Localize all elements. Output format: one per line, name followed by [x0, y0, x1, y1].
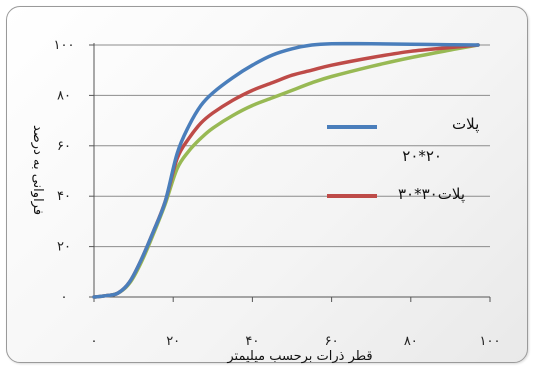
x-tick-label-1: ۲۰ — [166, 334, 180, 349]
x-tick-label-0: ۰ — [91, 334, 98, 349]
legend-label-series-2: پلات۳۰*۳۰ — [398, 185, 465, 204]
y-axis-title: فراوانی به درصد — [30, 125, 45, 215]
legend-label-series-1-line-1: پلات — [452, 115, 479, 134]
axes — [89, 43, 491, 302]
x-tick-label-5: ۱۰۰ — [480, 334, 501, 349]
y-tick-label-2: ۴۰ — [57, 189, 71, 204]
x-tick-label-4: ۸۰ — [404, 334, 418, 349]
series-line-2 — [92, 43, 480, 299]
tick-labels: ۰ ۲۰ ۴۰ ۶۰ ۸۰ ۱۰۰ ۰ ۲۰ ۴۰ ۶۰ ۸۰ ۱۰۰ — [54, 38, 501, 349]
y-tick-label-3: ۶۰ — [57, 139, 71, 154]
x-tick-label-2: ۴۰ — [245, 334, 259, 349]
series-line-1 — [92, 41, 480, 299]
y-tick-label-1: ۲۰ — [57, 240, 71, 255]
series-line-3 — [92, 43, 480, 299]
chart-frame — [6, 6, 528, 363]
x-axis-title: قطر ذرات برحسب میلیمتر — [226, 349, 372, 364]
legend: پلات ۲۰*۲۰ پلات۳۰*۳۰ — [327, 115, 479, 204]
y-tick-label-5: ۱۰۰ — [54, 38, 75, 53]
y-tick-label-4: ۸۰ — [57, 88, 71, 103]
series-lines — [92, 41, 480, 299]
x-tick-label-3: ۶۰ — [325, 334, 339, 349]
y-tick-label-0: ۰ — [61, 290, 68, 305]
legend-label-series-1-line-2: ۲۰*۲۰ — [402, 147, 442, 165]
